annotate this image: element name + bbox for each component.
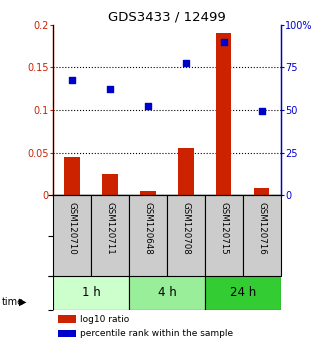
FancyBboxPatch shape [129,195,167,276]
Text: time: time [2,297,24,307]
Text: ▶: ▶ [19,297,26,307]
FancyBboxPatch shape [53,195,91,276]
Bar [178,148,194,195]
Text: GSM120648: GSM120648 [143,202,152,255]
Text: 24 h: 24 h [230,286,256,299]
FancyBboxPatch shape [205,195,243,276]
Point [259,108,265,114]
FancyBboxPatch shape [91,195,129,276]
Text: GSM120708: GSM120708 [181,202,190,255]
Bar [216,33,231,195]
FancyBboxPatch shape [53,276,129,310]
FancyBboxPatch shape [205,276,281,310]
Bar [140,191,156,195]
Bar [57,330,76,337]
Point [107,86,113,92]
FancyBboxPatch shape [129,276,205,310]
Text: GSM120715: GSM120715 [219,202,229,255]
Text: GSM120711: GSM120711 [105,202,115,255]
Text: 1 h: 1 h [82,286,100,299]
Text: GSM120710: GSM120710 [67,202,76,255]
Title: GDS3433 / 12499: GDS3433 / 12499 [108,11,226,24]
FancyBboxPatch shape [167,195,205,276]
Point [145,103,151,109]
Bar [57,315,76,322]
FancyBboxPatch shape [243,195,281,276]
Text: 4 h: 4 h [158,286,176,299]
Point [69,78,74,83]
Point [183,60,188,66]
Bar [254,188,270,195]
Text: percentile rank within the sample: percentile rank within the sample [80,330,233,338]
Bar [102,174,117,195]
Text: GSM120716: GSM120716 [257,202,266,255]
Point [221,39,227,45]
Text: log10 ratio: log10 ratio [80,315,130,324]
Bar [65,157,80,195]
